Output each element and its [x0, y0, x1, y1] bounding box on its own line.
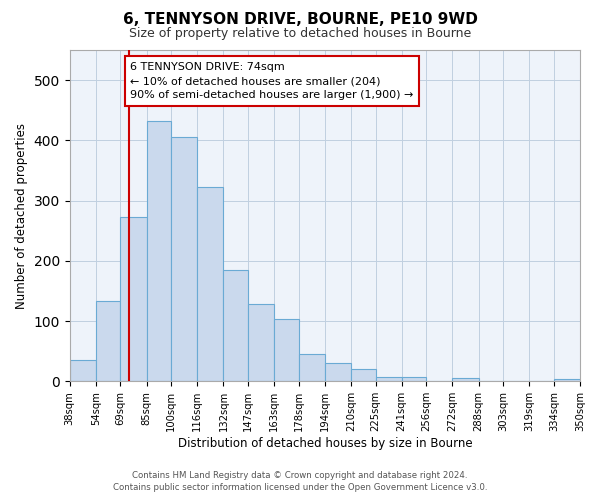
Bar: [376, 376, 402, 382]
Bar: [197, 187, 223, 382]
Y-axis label: Number of detached properties: Number of detached properties: [15, 122, 28, 308]
Bar: [121, 218, 146, 382]
Bar: [402, 376, 426, 382]
Bar: [554, 379, 580, 382]
Text: 6, TENNYSON DRIVE, BOURNE, PE10 9WD: 6, TENNYSON DRIVE, BOURNE, PE10 9WD: [122, 12, 478, 28]
Text: Size of property relative to detached houses in Bourne: Size of property relative to detached ho…: [129, 28, 471, 40]
Bar: [351, 370, 376, 382]
Bar: [248, 304, 274, 382]
Text: Contains HM Land Registry data © Crown copyright and database right 2024.
Contai: Contains HM Land Registry data © Crown c…: [113, 471, 487, 492]
X-axis label: Distribution of detached houses by size in Bourne: Distribution of detached houses by size …: [178, 437, 472, 450]
Bar: [325, 364, 351, 382]
Bar: [96, 301, 121, 382]
Bar: [223, 270, 248, 382]
Bar: [452, 378, 479, 382]
Bar: [171, 138, 197, 382]
Bar: [299, 354, 325, 382]
Text: 6 TENNYSON DRIVE: 74sqm
← 10% of detached houses are smaller (204)
90% of semi-d: 6 TENNYSON DRIVE: 74sqm ← 10% of detache…: [130, 62, 413, 100]
Bar: [274, 320, 299, 382]
Bar: [146, 121, 171, 382]
Bar: [70, 360, 96, 382]
